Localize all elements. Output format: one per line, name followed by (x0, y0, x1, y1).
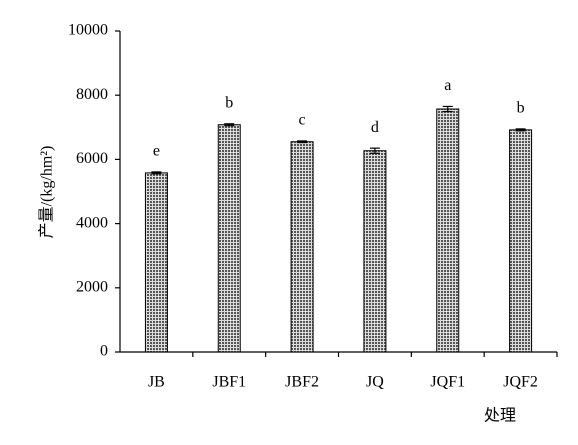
annotation: a (444, 77, 451, 94)
y-tick-label: 2000 (76, 278, 108, 295)
bar (290, 141, 314, 353)
bar (144, 172, 168, 353)
annotation: b (517, 100, 525, 117)
x-tick-label: JBF2 (285, 374, 319, 391)
annotation: c (299, 112, 306, 129)
y-tick-label: 10000 (68, 22, 108, 39)
x-tick-label: JQF1 (430, 374, 465, 391)
y-tick-label: 4000 (76, 214, 108, 231)
bar (363, 150, 387, 353)
annotation: b (225, 94, 233, 111)
y-tick-label: 6000 (76, 150, 108, 167)
bar (436, 108, 460, 353)
bar (509, 129, 533, 353)
y-tick-label: 0 (100, 343, 108, 360)
annotation: e (153, 143, 160, 160)
y-axis-label: 产量/(kg/hm²) (38, 146, 56, 239)
x-tick-label: JQ (366, 374, 384, 391)
bar (217, 124, 241, 353)
x-tick-label: JB (148, 374, 165, 391)
x-tick-label: JBF1 (212, 374, 246, 391)
y-tick-label: 8000 (76, 86, 108, 103)
x-tick-label: JQF2 (503, 374, 538, 391)
x-axis-label: 处理 (484, 407, 516, 425)
annotation: d (371, 119, 379, 136)
